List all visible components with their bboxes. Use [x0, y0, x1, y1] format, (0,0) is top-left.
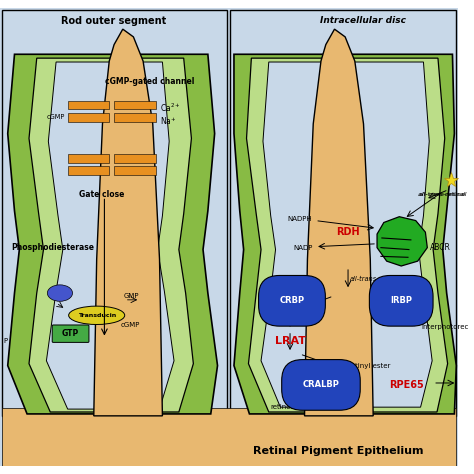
Bar	[114, 113, 155, 122]
Text: Retinal Pigment Epithelium: Retinal Pigment Epithelium	[253, 446, 424, 456]
Bar	[68, 100, 109, 109]
Text: all-trans-retinol: all-trans-retinol	[264, 317, 316, 323]
Polygon shape	[46, 62, 174, 409]
Text: Rod outer segment: Rod outer segment	[62, 16, 167, 26]
Text: cGMP-gated channel: cGMP-gated channel	[105, 77, 194, 86]
Polygon shape	[246, 58, 447, 412]
Text: GMP: GMP	[124, 293, 139, 299]
Ellipse shape	[47, 285, 73, 301]
Polygon shape	[94, 29, 163, 416]
Text: GTP: GTP	[62, 329, 79, 338]
Text: P: P	[4, 338, 8, 345]
Bar	[2, 408, 456, 466]
Text: NADPH: NADPH	[288, 216, 312, 222]
Text: Ca$^{2+}$: Ca$^{2+}$	[161, 101, 181, 114]
Polygon shape	[29, 58, 193, 412]
Bar	[2, 10, 227, 416]
Bar	[68, 113, 109, 122]
Text: RPE65: RPE65	[389, 380, 423, 390]
Text: RDH: RDH	[336, 227, 360, 237]
Text: ABCR: ABCR	[430, 243, 451, 252]
Ellipse shape	[69, 306, 125, 325]
Bar	[114, 166, 155, 175]
Polygon shape	[8, 55, 218, 414]
Bar	[230, 10, 456, 416]
Bar	[114, 100, 155, 109]
Text: Na$^{+}$: Na$^{+}$	[161, 115, 177, 127]
Text: all- ​rans-retinal: all- ​rans-retinal	[418, 192, 465, 197]
Text: LRAT: LRAT	[274, 337, 306, 346]
Text: retinyl ester: retinyl ester	[348, 363, 391, 369]
Text: NADP: NADP	[293, 245, 312, 251]
Bar	[114, 154, 155, 163]
Text: Phosphodiesterase: Phosphodiesterase	[11, 243, 95, 252]
Polygon shape	[304, 29, 373, 416]
Text: cGMP: cGMP	[46, 114, 65, 120]
Bar	[68, 166, 109, 175]
Text: all-trans-retinol: all-trans-retinol	[349, 275, 401, 282]
Text: retinosomes: retinosomes	[271, 404, 313, 410]
Text: cGMP: cGMP	[121, 322, 140, 328]
Text: CRBP: CRBP	[279, 296, 304, 305]
Text: Interphotorec: Interphotorec	[421, 324, 468, 330]
FancyBboxPatch shape	[52, 325, 89, 342]
Text: all-trans-retinal: all-trans-retinal	[419, 192, 467, 197]
Text: Transducin: Transducin	[78, 313, 116, 318]
Text: IRBP: IRBP	[390, 296, 412, 305]
Polygon shape	[377, 217, 428, 266]
Polygon shape	[261, 62, 432, 407]
Polygon shape	[234, 55, 456, 414]
Text: Intracellular disc: Intracellular disc	[319, 16, 406, 25]
Text: Gate close: Gate close	[79, 190, 124, 199]
Bar	[68, 154, 109, 163]
Text: CRALBP: CRALBP	[302, 381, 339, 390]
